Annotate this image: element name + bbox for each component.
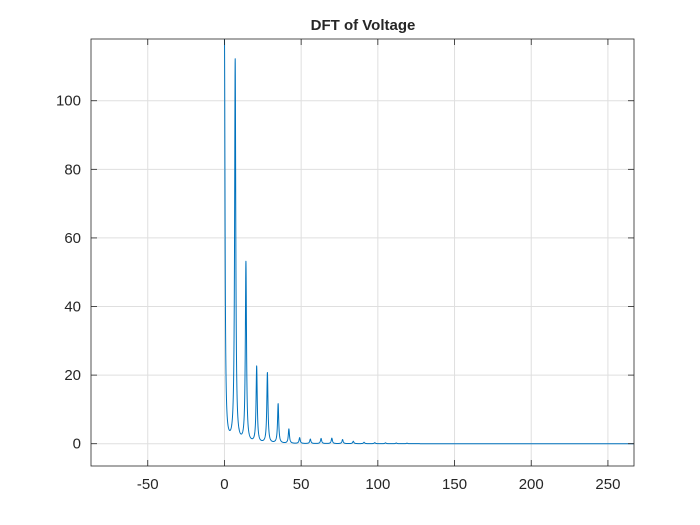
- y-tick-label: 0: [73, 436, 81, 453]
- y-tick-label: 60: [64, 230, 81, 247]
- y-tick-label: 20: [64, 367, 81, 384]
- chart-title: DFT of Voltage: [311, 17, 416, 34]
- x-tick-label: 100: [365, 476, 390, 493]
- x-tick-label: 200: [519, 476, 544, 493]
- x-tick-label: -50: [137, 476, 159, 493]
- y-tick-label: 80: [64, 161, 81, 178]
- x-tick-label: 50: [293, 476, 310, 493]
- y-tick-label: 40: [64, 299, 81, 316]
- axes-box: [90, 38, 635, 467]
- x-tick-label: 250: [595, 476, 620, 493]
- x-tick-label: 150: [442, 476, 467, 493]
- x-tick-label: 0: [220, 476, 228, 493]
- plot-background: [91, 39, 634, 466]
- plot-area: -50 0 50 100 150 200 250 0 20 40 60 80 100: [56, 38, 635, 493]
- y-tick-label: 100: [56, 93, 81, 110]
- series-line: [223, 38, 635, 445]
